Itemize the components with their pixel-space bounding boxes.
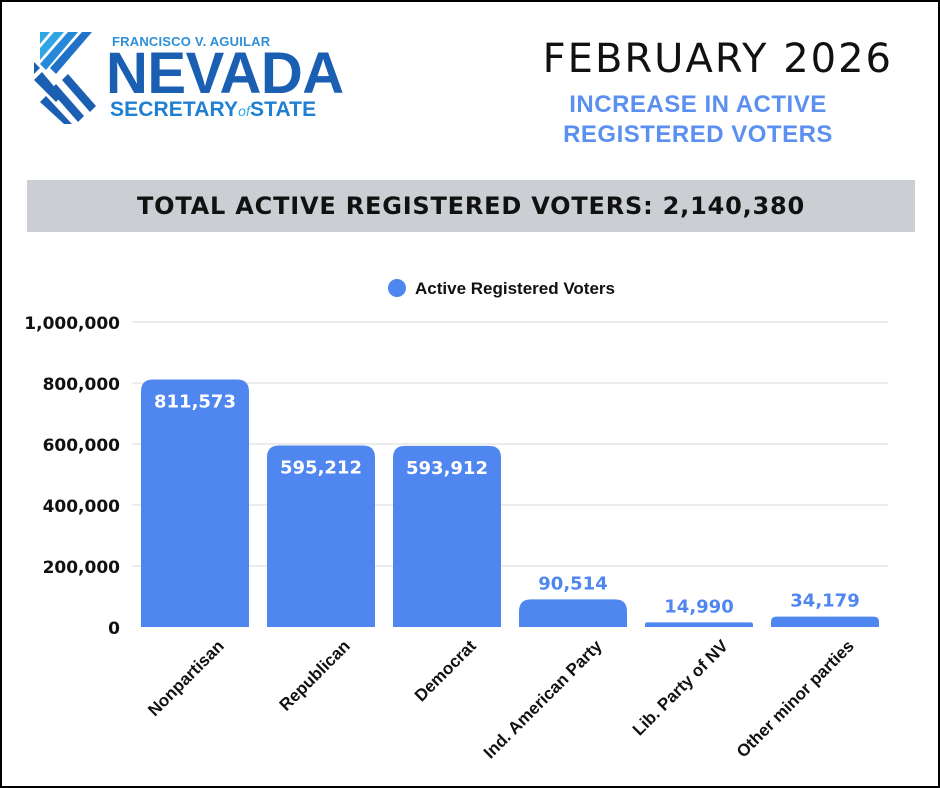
x-category-label: Ind. American Party xyxy=(480,636,606,762)
logo-secretary: SECRETARY xyxy=(110,98,239,121)
bar xyxy=(519,599,627,627)
logo-name: FRANCISCO V. AGUILAR xyxy=(112,34,271,49)
x-category-label: Democrat xyxy=(411,636,480,705)
bar-value-label: 595,212 xyxy=(280,457,362,478)
total-banner: TOTAL ACTIVE REGISTERED VOTERS: 2,140,38… xyxy=(27,180,915,232)
y-tick-label: 1,000,000 xyxy=(24,314,120,334)
y-tick-label: 800,000 xyxy=(43,375,121,395)
bar xyxy=(141,379,249,627)
y-tick-label: 0 xyxy=(108,619,120,639)
bar-value-label: 14,990 xyxy=(664,596,733,617)
x-category-label: Nonpartisan xyxy=(144,636,228,720)
logo-of: of xyxy=(238,103,250,119)
y-tick-label: 400,000 xyxy=(43,497,121,517)
subtitle-line-2: REGISTERED VOTERS xyxy=(563,121,833,148)
bar-value-label: 90,514 xyxy=(538,573,607,594)
y-tick-label: 200,000 xyxy=(43,558,121,578)
logo-state: STATE xyxy=(249,98,317,121)
legend-label: Active Registered Voters xyxy=(415,279,615,298)
bar-value-label: 34,179 xyxy=(790,591,859,612)
bar xyxy=(771,616,879,627)
logo-secretary-of-state: SECRETARYofSTATE xyxy=(110,98,316,122)
stripes-logo-icon xyxy=(34,32,96,124)
x-category-label: Lib. Party of NV xyxy=(629,636,732,739)
page-subtitle: INCREASE IN ACTIVE REGISTERED VOTERS xyxy=(538,90,858,150)
bar xyxy=(393,445,501,627)
legend-marker xyxy=(388,279,406,297)
x-category-label: Republican xyxy=(276,636,354,714)
nevada-sos-logo: FRANCISCO V. AGUILAR NEVADA SECRETARYofS… xyxy=(32,28,377,128)
subtitle-line-1: INCREASE IN ACTIVE xyxy=(569,91,827,118)
bar-value-label: 593,912 xyxy=(406,458,488,479)
page-title: FEBRUARY 2026 xyxy=(542,36,893,82)
x-category-label: Other minor parties xyxy=(733,636,858,761)
bar xyxy=(267,445,375,627)
logo-nevada: NEVADA xyxy=(106,41,344,106)
bar-value-label: 811,573 xyxy=(154,391,236,412)
y-tick-label: 600,000 xyxy=(43,436,121,456)
bar xyxy=(645,622,753,627)
